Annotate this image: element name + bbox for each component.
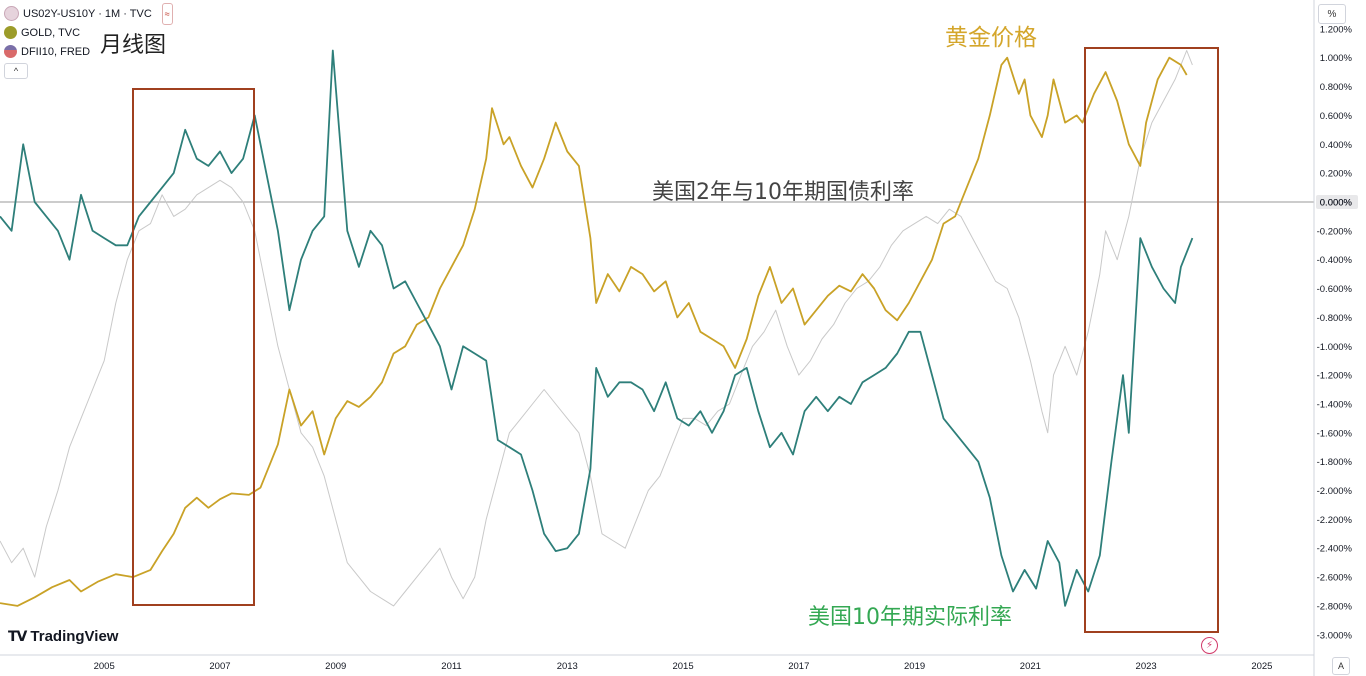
us-flag-circle-icon — [4, 6, 19, 21]
legend-label-gold: GOLD, TVC — [21, 26, 81, 39]
y-tick-label: 0.000% — [1320, 197, 1353, 208]
y-tick-label: -2.000% — [1317, 486, 1353, 497]
y-tick-label: -0.400% — [1317, 255, 1353, 266]
x-tick-label: 2015 — [672, 661, 693, 672]
y-tick-label: -2.800% — [1317, 601, 1353, 612]
annotation-spread: 美国2年与10年期国债利率 — [652, 180, 914, 205]
y-tick-label: 0.800% — [1320, 82, 1353, 93]
y-tick-label: -2.200% — [1317, 515, 1353, 526]
y-tick-label: -3.000% — [1317, 630, 1353, 641]
series-line-gold[interactable] — [0, 56, 1188, 607]
compare-icon[interactable]: ≈ — [161, 2, 173, 25]
y-tick-label: -1.400% — [1317, 399, 1353, 410]
x-tick-label: 2005 — [94, 661, 115, 672]
legend-item-gold[interactable]: GOLD, TVC — [4, 23, 173, 42]
x-tick-label: 2021 — [1020, 661, 1041, 672]
legend-collapse-button[interactable]: ^ — [4, 63, 28, 79]
percent-scale-button[interactable]: % — [1318, 4, 1346, 24]
x-tick-label: 2025 — [1251, 661, 1272, 672]
highlight-box-2006 — [132, 88, 255, 606]
y-tick-label: -1.600% — [1317, 428, 1353, 439]
x-tick-label: 2011 — [441, 661, 461, 672]
flash-icon[interactable]: ⚡ — [1201, 637, 1218, 654]
highlight-box-2022 — [1084, 47, 1219, 633]
y-tick-label: -0.200% — [1317, 226, 1353, 237]
x-tick-label: 2019 — [904, 661, 925, 672]
x-tick-label: 2009 — [325, 661, 346, 672]
x-tick-label: 2007 — [209, 661, 230, 672]
x-tick-label: 2013 — [557, 661, 578, 672]
legend-item-dfii10[interactable]: DFII10, FRED — [4, 42, 173, 61]
chart-legend: US02Y-US10Y · 1M · TVC ≈ GOLD, TVC DFII1… — [4, 2, 173, 79]
y-tick-label: 0.200% — [1320, 169, 1353, 180]
auto-scale-button[interactable]: A — [1332, 657, 1350, 675]
x-tick-label: 2023 — [1136, 661, 1157, 672]
x-tick-label: 2017 — [788, 661, 809, 672]
gold-bars-icon — [4, 26, 17, 39]
y-tick-label: 1.200% — [1320, 24, 1353, 35]
tradingview-logo[interactable]: 𝗧𝗩 TradingView — [8, 628, 118, 645]
y-tick-label: 1.000% — [1320, 53, 1353, 64]
annotation-real-rate: 美国10年期实际利率 — [808, 605, 1012, 630]
y-tick-label: 0.600% — [1320, 111, 1353, 122]
y-tick-label: -2.600% — [1317, 573, 1353, 584]
zero-value-badge — [1316, 194, 1358, 209]
us-flag-icon — [4, 45, 17, 58]
y-tick-label: -1.000% — [1317, 342, 1353, 353]
annotation-gold-price: 黄金价格 — [945, 25, 1037, 51]
y-tick-label: -1.800% — [1317, 457, 1353, 468]
tradingview-mark-icon: 𝗧𝗩 — [8, 628, 27, 644]
series-line-real_rate[interactable] — [0, 49, 1194, 607]
legend-label-spread: US02Y-US10Y · 1M · TVC — [23, 7, 152, 20]
annotation-monthly: 月线图 — [100, 33, 166, 58]
y-tick-label: 0.400% — [1320, 140, 1353, 151]
y-tick-label: -2.400% — [1317, 544, 1353, 555]
legend-label-dfii10: DFII10, FRED — [21, 45, 91, 58]
tradingview-brand-name: TradingView — [30, 628, 119, 645]
y-tick-label: -0.600% — [1317, 284, 1353, 295]
y-tick-label: -1.200% — [1317, 371, 1353, 382]
legend-item-spread[interactable]: US02Y-US10Y · 1M · TVC ≈ — [4, 2, 173, 25]
y-tick-label: -0.800% — [1317, 313, 1353, 324]
series-line-spread[interactable] — [0, 50, 1193, 607]
zero-value-label: 0.000% — [1320, 197, 1353, 208]
